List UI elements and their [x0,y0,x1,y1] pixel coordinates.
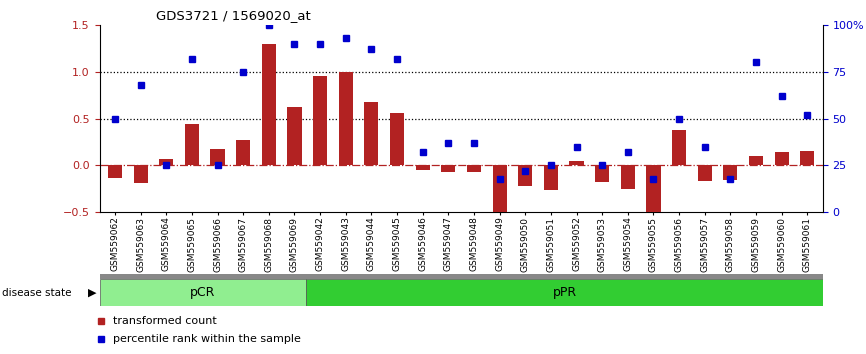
Bar [698,165,712,182]
Bar [262,44,276,165]
Bar [313,76,327,165]
Bar [518,165,533,186]
Bar [621,165,635,189]
Bar [184,124,199,165]
Bar [307,279,823,306]
Text: pPR: pPR [553,286,577,299]
Text: ▶: ▶ [88,288,97,298]
Bar [493,165,507,217]
Bar [595,165,609,182]
Bar [288,107,301,165]
Text: percentile rank within the sample: percentile rank within the sample [113,334,301,344]
Bar [749,156,763,165]
Bar [467,165,481,172]
Bar [365,102,378,165]
Bar [100,274,823,279]
Bar [159,159,173,165]
Bar [390,113,404,165]
Bar [672,130,686,165]
Bar [544,165,558,190]
Bar [236,140,250,165]
Bar [442,165,456,172]
Text: pCR: pCR [191,286,216,299]
Text: GDS3721 / 1569020_at: GDS3721 / 1569020_at [156,9,311,22]
Text: disease state: disease state [2,288,71,298]
Bar [774,152,789,165]
Bar [723,165,738,179]
Bar [646,165,661,214]
Bar [416,165,430,170]
Text: transformed count: transformed count [113,316,216,326]
Bar [570,161,584,165]
Bar [108,165,122,178]
Bar [339,72,352,165]
Bar [133,165,148,183]
Bar [800,152,814,165]
Bar [100,279,307,306]
Bar [210,149,224,165]
